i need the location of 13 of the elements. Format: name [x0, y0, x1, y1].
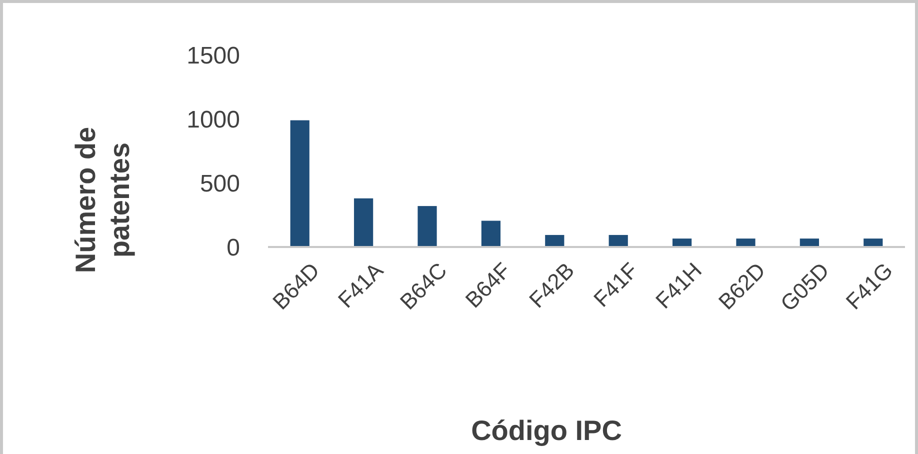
bar: [354, 198, 374, 247]
x-axis-title: Código IPC: [471, 415, 622, 446]
bar: [481, 220, 501, 247]
y-tick-label: 0: [226, 234, 240, 262]
y-tick-label: 500: [200, 170, 240, 198]
bar: [545, 234, 564, 247]
bar: [608, 234, 628, 247]
bar: [290, 120, 310, 247]
y-tick-label: 1000: [186, 106, 240, 134]
y-tick-label: 1500: [186, 42, 240, 70]
bar: [736, 238, 756, 247]
bar: [418, 206, 437, 247]
y-axis-title: Número de patentes: [70, 126, 135, 274]
